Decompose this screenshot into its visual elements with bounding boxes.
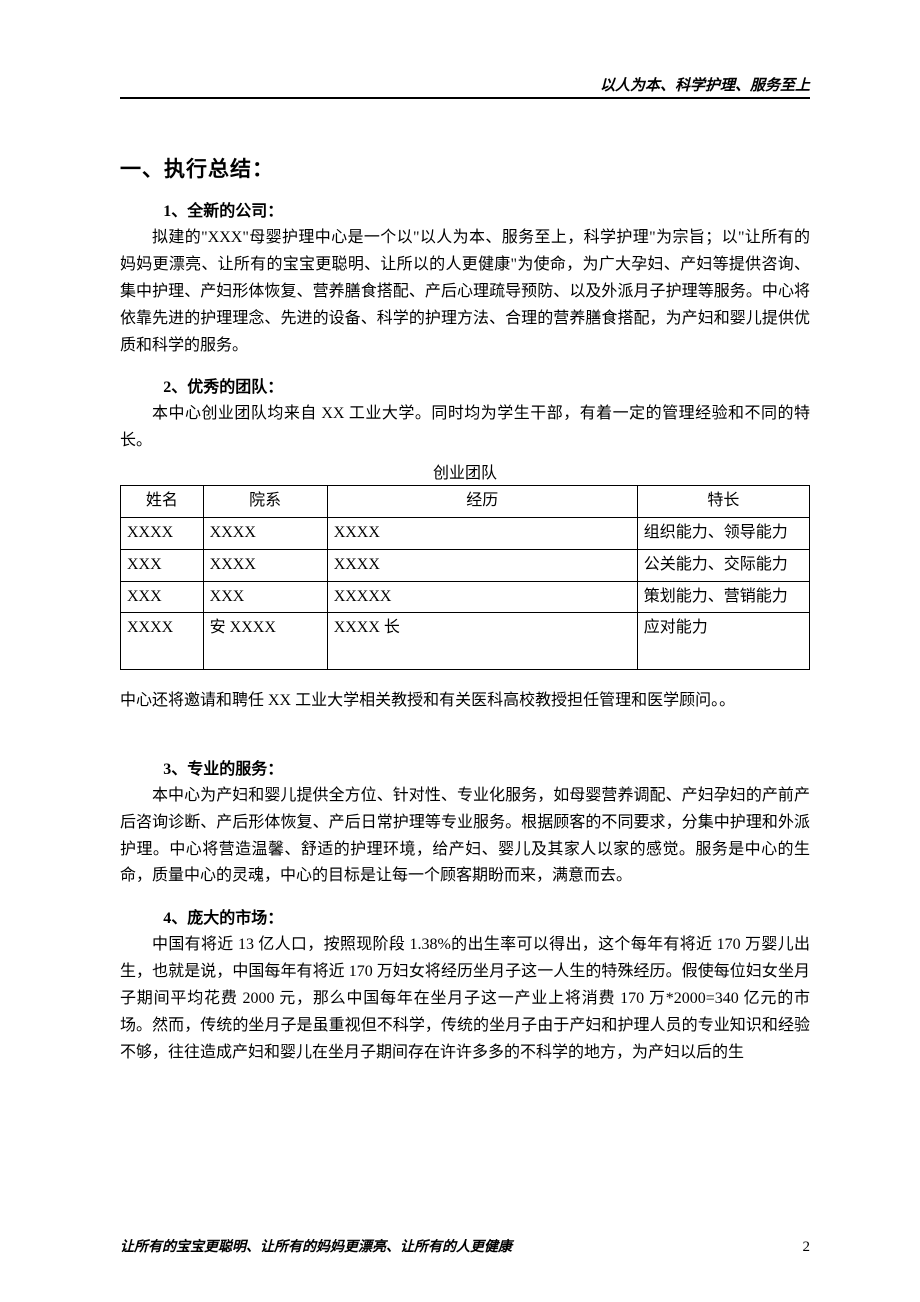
table-row: XXXX XXXX XXXX 组织能力、领导能力 bbox=[121, 517, 810, 549]
cell-skill-text: 应对能力 bbox=[644, 619, 708, 636]
sub-3-body: 本中心为产妇和婴儿提供全方位、针对性、专业化服务，如母婴营养调配、产妇孕妇的产前… bbox=[120, 783, 810, 891]
cell-skill: 组织能力、领导能力 bbox=[637, 517, 809, 549]
th-name: 姓名 bbox=[121, 486, 204, 518]
cell-exp: XXXXX bbox=[327, 581, 637, 613]
page-header: 以人为本、科学护理、服务至上 bbox=[120, 74, 810, 99]
table-header-row: 姓名 院系 经历 特长 bbox=[121, 486, 810, 518]
sub-2-after: 中心还将邀请和聘任 XX 工业大学相关教授和有关医科高校教授担任管理和医学顾问。… bbox=[120, 688, 810, 715]
cell-skill: 应对能力 bbox=[637, 613, 809, 670]
sub-1-body: 拟建的"XXX"母婴护理中心是一个以"以人为本、服务至上，科学护理"为宗旨；以"… bbox=[120, 225, 810, 359]
cell-name: XXX bbox=[121, 581, 204, 613]
cell-name: XXXX bbox=[121, 517, 204, 549]
section-1-title: 一、执行总结： bbox=[120, 153, 810, 183]
sub-2-body: 本中心创业团队均来自 XX 工业大学。同时均为学生干部，有着一定的管理经验和不同… bbox=[120, 401, 810, 455]
cell-dept: XXX bbox=[203, 581, 327, 613]
team-table: 姓名 院系 经历 特长 XXXX XXXX XXXX 组织能力、领导能力 XXX… bbox=[120, 485, 810, 670]
th-skill: 特长 bbox=[637, 486, 809, 518]
document-page: 以人为本、科学护理、服务至上 一、执行总结： 1、全新的公司： 拟建的"XXX"… bbox=[0, 0, 920, 1121]
cell-name: XXXX bbox=[121, 613, 204, 670]
team-table-caption: 创业团队 bbox=[120, 459, 810, 483]
header-motto: 以人为本、科学护理、服务至上 bbox=[600, 78, 810, 94]
footer-text: 让所有的宝宝更聪明、让所有的妈妈更漂亮、让所有的人更健康 bbox=[120, 1236, 512, 1256]
cell-dept: XXXX bbox=[203, 517, 327, 549]
cell-skill: 公关能力、交际能力 bbox=[637, 549, 809, 581]
page-footer: 让所有的宝宝更聪明、让所有的妈妈更漂亮、让所有的人更健康 2 bbox=[120, 1236, 810, 1256]
cell-exp: XXXX bbox=[327, 517, 637, 549]
sub-4-body: 中国有将近 13 亿人口，按照现阶段 1.38%的出生率可以得出，这个每年有将近… bbox=[120, 932, 810, 1066]
sub-2-title: 2、优秀的团队： bbox=[120, 373, 810, 397]
cell-name: XXX bbox=[121, 549, 204, 581]
table-row: XXXX 安 XXXX XXXX 长 应对能力 bbox=[121, 613, 810, 670]
page-number: 2 bbox=[803, 1239, 811, 1256]
sub-4-title: 4、庞大的市场： bbox=[120, 904, 810, 928]
sub-1-title: 1、全新的公司： bbox=[120, 197, 810, 221]
table-row: XXX XXX XXXXX 策划能力、营销能力 bbox=[121, 581, 810, 613]
sub-3-title: 3、专业的服务： bbox=[120, 755, 810, 779]
table-row: XXX XXXX XXXX 公关能力、交际能力 bbox=[121, 549, 810, 581]
spacer bbox=[120, 719, 810, 741]
th-dept: 院系 bbox=[203, 486, 327, 518]
th-exp: 经历 bbox=[327, 486, 637, 518]
cell-dept: XXXX bbox=[203, 549, 327, 581]
cell-dept: 安 XXXX bbox=[203, 613, 327, 670]
cell-exp: XXXX bbox=[327, 549, 637, 581]
cell-exp: XXXX 长 bbox=[327, 613, 637, 670]
cell-skill: 策划能力、营销能力 bbox=[637, 581, 809, 613]
